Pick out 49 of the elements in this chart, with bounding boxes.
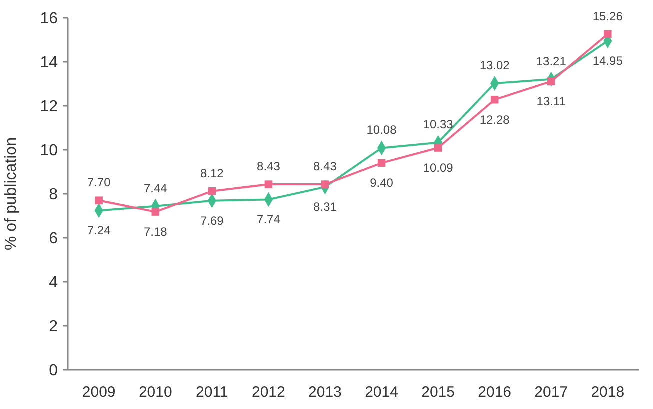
data-label: 13.11 xyxy=(536,94,566,109)
y-tick-label: 2 xyxy=(49,318,58,336)
data-label: 7.18 xyxy=(144,225,168,240)
point xyxy=(490,96,499,104)
x-tick-label: 2011 xyxy=(196,384,228,401)
data-label: 10.08 xyxy=(366,123,398,138)
y-tick-label: 10 xyxy=(40,142,58,160)
y-tick-label: 14 xyxy=(40,54,58,72)
data-label: 7.44 xyxy=(144,181,168,196)
data-label: 8.43 xyxy=(257,160,281,174)
y-tick-label: 6 xyxy=(49,230,58,248)
data-label: 7.24 xyxy=(87,224,112,238)
point xyxy=(208,187,216,196)
y-tick-label: 8 xyxy=(49,186,58,204)
x-tick-label: 2013 xyxy=(308,384,342,401)
data-label: 9.40 xyxy=(370,176,394,190)
data-label: 8.31 xyxy=(314,200,338,214)
data-label: 10.09 xyxy=(423,161,454,176)
point xyxy=(321,180,330,188)
data-label: 7.74 xyxy=(257,212,281,227)
data-label: 13.21 xyxy=(536,54,567,68)
point xyxy=(604,30,612,38)
data-label: 8.12 xyxy=(200,166,224,180)
x-tick-label: 2018 xyxy=(591,384,625,401)
point xyxy=(95,196,103,204)
data-label: 8.43 xyxy=(314,160,338,174)
point xyxy=(264,180,273,188)
y-tick-label: 16 xyxy=(40,10,58,28)
point xyxy=(378,159,386,168)
y-tick-label: 4 xyxy=(49,274,58,292)
x-tick-label: 2009 xyxy=(82,384,116,401)
y-tick-label: 12 xyxy=(40,98,58,116)
x-tick-label: 2016 xyxy=(478,384,512,401)
data-label: 14.95 xyxy=(592,54,624,68)
x-tick-label: 2017 xyxy=(534,384,568,401)
data-label: 13.02 xyxy=(480,58,510,73)
point xyxy=(434,144,442,152)
x-tick-label: 2015 xyxy=(422,384,455,401)
data-label: 15.26 xyxy=(592,9,624,24)
data-label: 7.70 xyxy=(87,176,112,190)
data-label: 10.33 xyxy=(423,118,454,132)
y-tick-label: 0 xyxy=(49,362,58,380)
point xyxy=(152,208,160,216)
data-label: 12.28 xyxy=(480,112,510,127)
y-axis-title: % of publication xyxy=(3,138,20,250)
data-label: 7.69 xyxy=(200,214,224,228)
x-tick-label: 2012 xyxy=(252,384,286,401)
x-tick-label: 2014 xyxy=(365,384,398,401)
x-tick-label: 2010 xyxy=(138,384,172,401)
